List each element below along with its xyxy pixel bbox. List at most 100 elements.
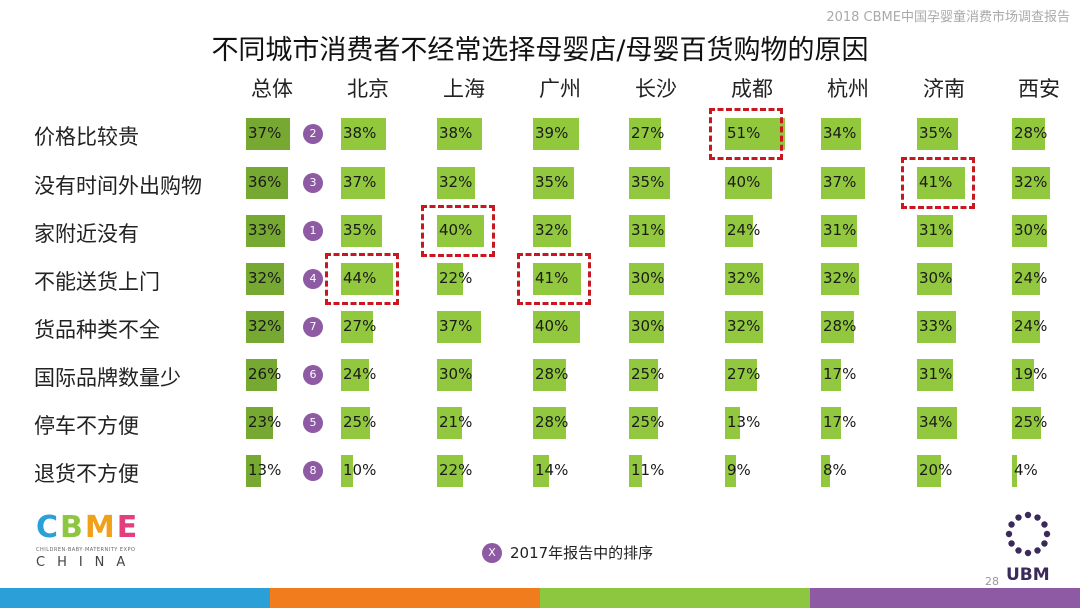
value-bar <box>246 118 290 150</box>
table-cell: 25% <box>629 407 699 439</box>
chart-title: 不同城市消费者不经常选择母婴店/母婴百货购物的原因 <box>211 35 869 66</box>
table-cell: 38% <box>341 118 411 150</box>
table-cell: 28% <box>533 407 603 439</box>
highlight-box <box>421 205 495 257</box>
table-cell: 32% <box>246 311 316 343</box>
value-label: 33% <box>248 221 282 239</box>
value-bar <box>917 359 953 391</box>
table-cell: 30% <box>629 263 699 295</box>
value-label: 32% <box>1014 173 1048 191</box>
value-bar <box>821 359 841 391</box>
table-cell: 34% <box>821 118 891 150</box>
value-label: 32% <box>727 317 761 335</box>
ubm-logo-text: UBM <box>1006 565 1050 585</box>
value-bar <box>1012 118 1045 150</box>
table-cell: 32% <box>437 167 507 199</box>
table-cell: 22% <box>437 455 507 487</box>
value-label: 19% <box>1014 365 1048 383</box>
value-label: 34% <box>823 124 857 142</box>
value-label: 40% <box>439 221 473 239</box>
table-cell: 11% <box>629 455 699 487</box>
table-cell: 20% <box>917 455 987 487</box>
table-cell: 37% <box>437 311 507 343</box>
table-cell: 34% <box>917 407 987 439</box>
value-bar <box>629 455 642 487</box>
value-bar <box>1012 311 1040 343</box>
value-label: 30% <box>631 269 665 287</box>
ubm-dot <box>1015 547 1022 554</box>
rank-2017-badge: 4 <box>303 269 323 289</box>
value-bar <box>341 215 382 247</box>
table-cell: 14% <box>533 455 603 487</box>
table-cell: 32% <box>533 215 603 247</box>
value-bar <box>821 167 865 199</box>
cbme-letter: B <box>60 510 83 545</box>
value-label: 38% <box>343 124 377 142</box>
value-label: 31% <box>919 365 953 383</box>
table-cell: 24% <box>341 359 411 391</box>
table-cell: 31% <box>821 215 891 247</box>
value-label: 35% <box>919 124 953 142</box>
table-cell: 33% <box>246 215 316 247</box>
rank-2017-badge: 3 <box>303 173 323 193</box>
value-bar <box>725 455 736 487</box>
table-cell: 30% <box>437 359 507 391</box>
value-label: 27% <box>727 365 761 383</box>
table-cell: 37% <box>246 118 316 150</box>
value-label: 9% <box>727 461 751 479</box>
value-bar <box>629 167 670 199</box>
row-label: 停车不方便 <box>34 414 139 438</box>
value-bar <box>437 118 482 150</box>
value-label: 30% <box>919 269 953 287</box>
row-label: 没有时间外出购物 <box>34 174 202 198</box>
value-label: 30% <box>1014 221 1048 239</box>
value-label: 41% <box>535 269 569 287</box>
value-bar <box>725 311 763 343</box>
footer-band-segment <box>270 588 540 608</box>
value-bar <box>725 359 757 391</box>
value-label: 30% <box>439 365 473 383</box>
footer-band-segment <box>810 588 1080 608</box>
column-header: 总体 <box>251 77 293 101</box>
value-bar <box>246 167 288 199</box>
row-label: 退货不方便 <box>34 462 139 486</box>
table-cell: 37% <box>341 167 411 199</box>
value-bar <box>1012 215 1047 247</box>
table-cell: 32% <box>725 311 795 343</box>
table-cell: 27% <box>629 118 699 150</box>
table-cell: 30% <box>1012 215 1080 247</box>
table-cell: 25% <box>341 407 411 439</box>
value-bar <box>533 455 549 487</box>
value-bar <box>533 311 580 343</box>
row-label: 不能送货上门 <box>34 270 160 294</box>
table-cell: 10% <box>341 455 411 487</box>
ubm-dot <box>1034 547 1041 554</box>
value-label: 32% <box>727 269 761 287</box>
legend-text: 2017年报告中的排序 <box>510 544 654 562</box>
page-number: 28 <box>985 575 999 588</box>
table-cell: 31% <box>917 215 987 247</box>
table-cell: 24% <box>725 215 795 247</box>
value-label: 35% <box>343 221 377 239</box>
value-bar <box>341 311 373 343</box>
table-cell: 40% <box>533 311 603 343</box>
value-label: 25% <box>1014 413 1048 431</box>
value-label: 35% <box>535 173 569 191</box>
value-label: 31% <box>631 221 665 239</box>
value-label: 17% <box>823 413 857 431</box>
value-label: 20% <box>919 461 953 479</box>
value-bar <box>917 407 957 439</box>
column-header: 长沙 <box>635 77 677 101</box>
value-bar <box>246 455 261 487</box>
table-cell: 24% <box>1012 311 1080 343</box>
ubm-dot <box>1024 549 1032 557</box>
table-cell: 25% <box>1012 407 1080 439</box>
value-label: 25% <box>631 365 665 383</box>
ubm-dot <box>1024 511 1032 519</box>
value-bar <box>629 407 658 439</box>
value-label: 34% <box>919 413 953 431</box>
value-bar <box>821 215 857 247</box>
value-bar <box>437 311 481 343</box>
value-label: 31% <box>823 221 857 239</box>
